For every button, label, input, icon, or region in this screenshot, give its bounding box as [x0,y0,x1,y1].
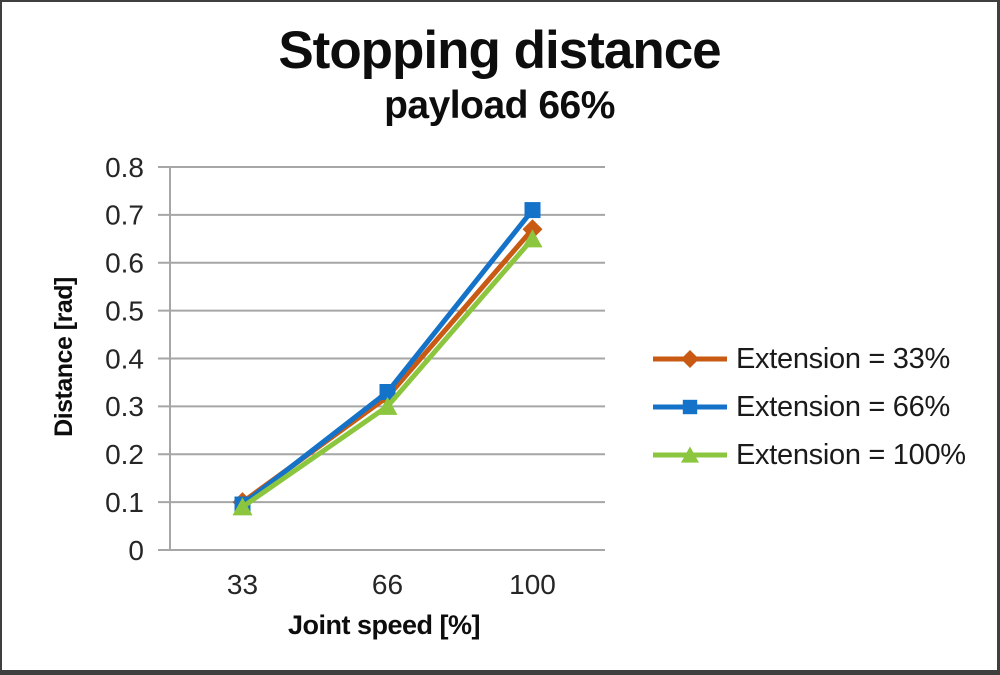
legend-marker-shape [681,350,699,368]
legend-marker-shape [682,399,698,415]
y-tick-label: 0.6 [105,248,144,279]
x-axis-label: Joint speed [%] [287,610,481,640]
legend-entry-extension-33: Extension = 33% [652,343,966,375]
legend-label: Extension = 66% [736,390,950,423]
y-tick-label: 0.4 [105,343,144,374]
chart-subtitle: payload 66% [384,84,615,127]
y-tick-label: 0.2 [105,439,144,470]
y-tick-label: 0.3 [105,391,144,422]
series-marker-extension-100 [232,497,253,516]
series-marker-extension-33 [522,219,543,240]
legend: Extension = 33% Extension = 66% Extension … [652,343,966,471]
x-tick-label: 33 [227,569,258,600]
series-marker-extension-100 [522,229,543,248]
y-tick-label: 0 [128,535,144,566]
legend-marker-diamond-icon [653,350,727,368]
series-line-extension-66 [240,207,535,508]
legend-entry-extension-66: Extension = 66% [652,391,966,423]
series-line-extension-33 [240,226,535,505]
x-tick-label: 66 [372,569,403,600]
chart-title: Stopping distance [278,21,721,80]
legend-marker-square-icon [653,399,727,415]
legend-marker-triangle-icon [653,446,727,463]
series-marker-extension-66 [524,202,541,219]
y-axis-label: Distance [rad] [50,277,78,437]
series-marker-extension-100 [377,396,398,415]
legend-label: Extension = 33% [736,342,950,375]
y-tick-label: 0.1 [105,487,144,518]
series-marker-extension-66 [379,384,396,401]
y-tick-label: 0.7 [105,200,144,231]
y-tick-label: 0.8 [105,152,144,183]
y-tick-label: 0.5 [105,295,144,326]
legend-marker-shape [681,446,699,463]
legend-label: Extension = 100% [736,438,966,471]
x-tick-label: 100 [509,569,556,600]
legend-entry-extension-100: Extension = 100% [652,439,966,471]
